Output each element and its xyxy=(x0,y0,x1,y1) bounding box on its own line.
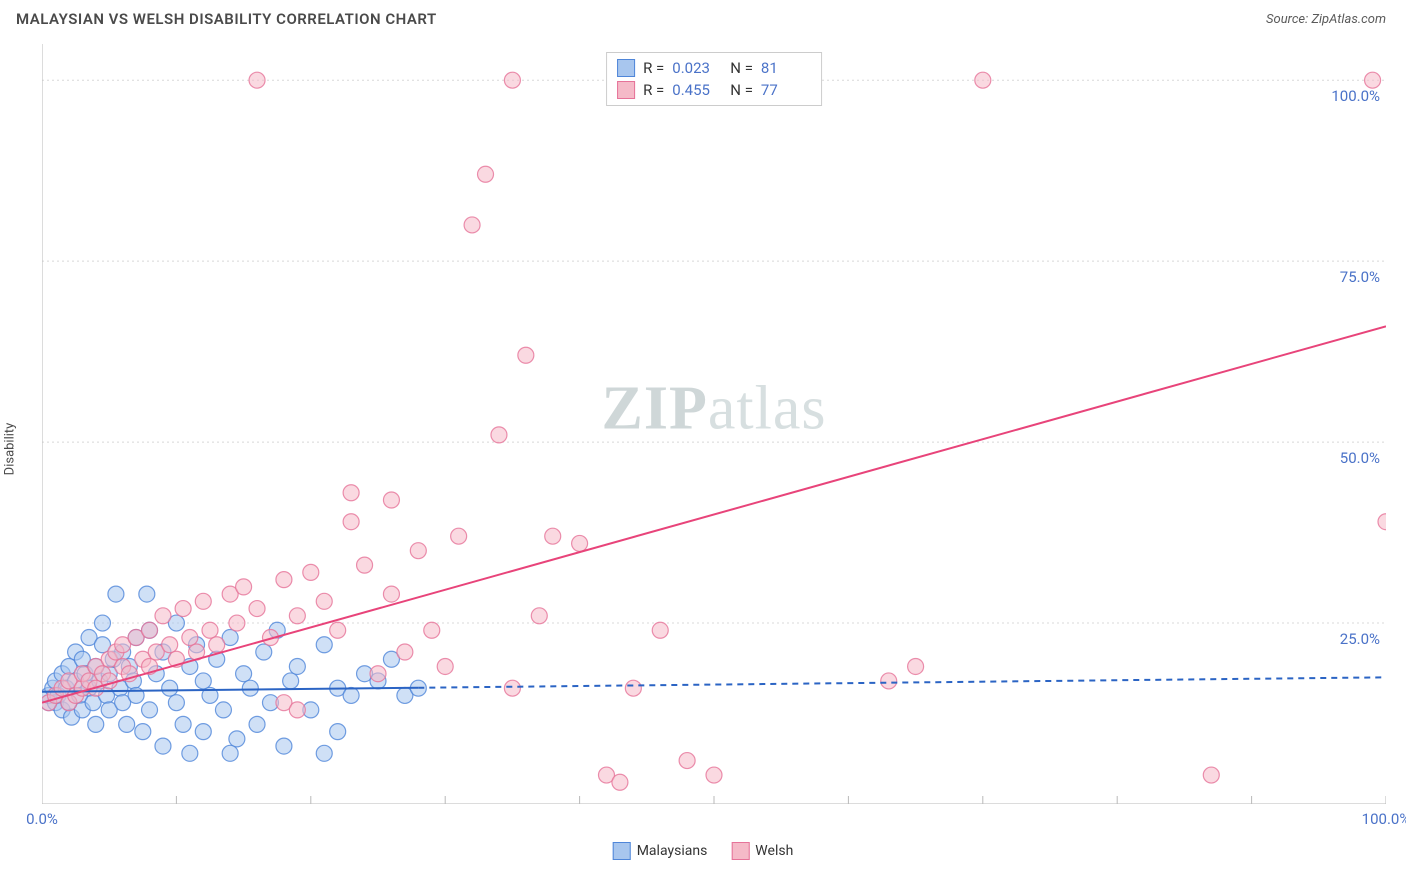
source-attribution: Source: ZipAtlas.com xyxy=(1266,12,1386,27)
y-axis-label: Disability xyxy=(3,423,18,476)
legend-swatch xyxy=(613,842,631,860)
r-value: 0.455 xyxy=(672,81,722,99)
y-tick-label: 25.0% xyxy=(1340,630,1380,648)
legend-row: R = 0.455 N = 77 xyxy=(617,79,811,101)
y-tick-label: 100.0% xyxy=(1331,87,1380,105)
series-legend-item: Malaysians xyxy=(613,842,708,860)
plot-area: ZIPatlas R = 0.023 N = 81 R = 0.455 N = … xyxy=(42,44,1386,804)
legend-label: Welsh xyxy=(755,843,793,859)
chart-title: MALAYSIAN VS WELSH DISABILITY CORRELATIO… xyxy=(16,10,437,28)
source-prefix: Source: xyxy=(1266,12,1311,27)
y-tick-label: 75.0% xyxy=(1340,268,1380,286)
correlation-legend: R = 0.023 N = 81 R = 0.455 N = 77 xyxy=(606,52,822,106)
legend-swatch xyxy=(617,81,635,99)
legend-swatch xyxy=(617,59,635,77)
series-legend-item: Welsh xyxy=(731,842,793,860)
legend-row: R = 0.023 N = 81 xyxy=(617,57,811,79)
n-value: 77 xyxy=(761,81,811,99)
series-legend: Malaysians Welsh xyxy=(613,842,794,860)
y-tick-label: 50.0% xyxy=(1340,449,1380,467)
n-value: 81 xyxy=(761,59,811,77)
chart-area: Disability ZIPatlas R = 0.023 N = 81 R =… xyxy=(0,34,1406,864)
r-label: R = xyxy=(643,81,664,99)
x-tick-label: 0.0% xyxy=(26,810,58,828)
n-label: N = xyxy=(730,81,753,99)
r-label: R = xyxy=(643,59,664,77)
header: MALAYSIAN VS WELSH DISABILITY CORRELATIO… xyxy=(0,0,1406,34)
source-name: ZipAtlas.com xyxy=(1311,12,1386,27)
legend-label: Malaysians xyxy=(637,843,708,859)
n-label: N = xyxy=(730,59,753,77)
r-value: 0.023 xyxy=(672,59,722,77)
legend-swatch xyxy=(731,842,749,860)
scatter-plot-svg xyxy=(42,44,1386,804)
x-tick-label: 100.0% xyxy=(1362,810,1406,828)
